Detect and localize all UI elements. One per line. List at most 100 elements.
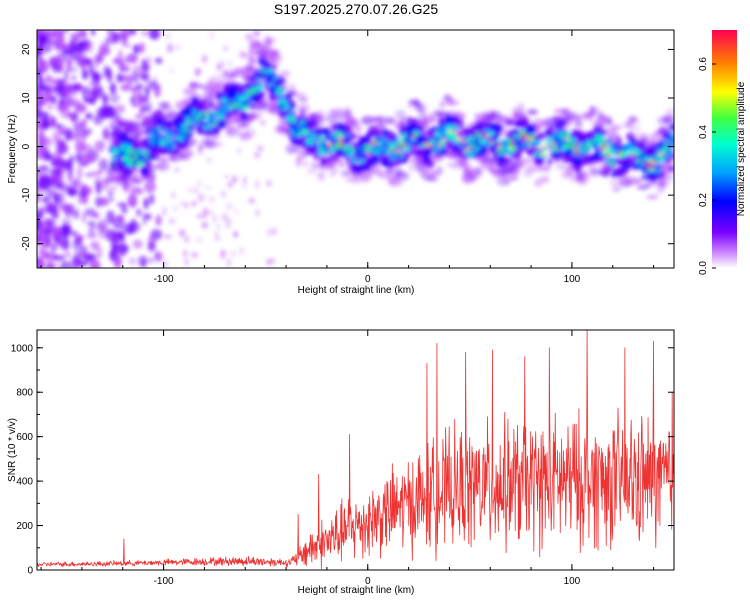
spectrogram-cell <box>351 158 357 162</box>
spectrogram-cell <box>344 133 349 138</box>
spectrogram-cell <box>655 187 665 194</box>
spectrogram-cell <box>453 125 457 129</box>
spectrogram-cell <box>163 260 168 267</box>
spectrogram-cell <box>155 156 168 163</box>
spectrogram-cell <box>81 91 89 100</box>
spectrogram-cell <box>157 101 168 109</box>
spectrogram-cell <box>363 137 371 144</box>
spectrogram-cell <box>598 121 606 129</box>
spectrogram-cell <box>266 229 272 236</box>
spectrogram-cell <box>45 155 55 161</box>
spectrogram-cell <box>395 152 401 159</box>
spectrogram-cell <box>228 84 240 93</box>
spectrogram-cell <box>66 94 72 108</box>
spectrogram-cell <box>351 175 365 184</box>
spectrogram-cell <box>528 145 532 148</box>
spectrogram-cell <box>40 191 47 196</box>
spectrogram-cell <box>439 126 447 132</box>
spectrogram-cell <box>185 121 193 125</box>
spectrogram-x-tick-label: -100 <box>154 274 174 285</box>
spectrogram-cell <box>512 112 523 119</box>
spectrogram-cell <box>383 154 392 161</box>
spectrogram-cell <box>113 255 122 268</box>
spectrogram-cell <box>394 109 407 120</box>
spectrogram-cell <box>491 134 498 142</box>
spectrogram-cell <box>49 173 56 178</box>
spectrogram-cell <box>88 63 94 76</box>
spectrogram-cell <box>652 168 661 174</box>
spectrogram-x-tick-label: 100 <box>564 274 581 285</box>
spectrogram-cell <box>566 150 574 156</box>
spectrogram-cell <box>521 141 528 145</box>
spectrogram-cell <box>576 143 581 149</box>
spectrogram-cell <box>140 100 153 112</box>
spectrogram-cell <box>52 254 60 260</box>
spectrogram-cell <box>642 156 649 161</box>
spectrogram-cell <box>565 137 570 141</box>
spectrogram-cell <box>184 105 195 113</box>
spectrogram-cell <box>178 153 190 161</box>
spectrogram-cell <box>402 138 409 142</box>
spectrogram-cell <box>196 180 201 188</box>
spectrogram-cell <box>390 143 396 147</box>
snr-y-tick-label: 400 <box>16 477 33 488</box>
spectrogram-cell <box>156 127 161 132</box>
spectrogram-cell <box>604 142 611 145</box>
spectrogram-cell <box>619 152 625 158</box>
spectrogram-cell <box>371 146 376 150</box>
spectrogram-cell <box>253 31 259 36</box>
spectrogram-cell <box>295 115 303 123</box>
spectrogram-cell <box>601 151 608 154</box>
spectrogram-cell <box>166 143 175 149</box>
spectrogram-cell <box>333 132 338 136</box>
spectrogram-cell <box>319 158 329 165</box>
spectrogram-cell <box>37 180 40 195</box>
spectrogram-cell <box>527 138 532 141</box>
spectrogram-cell <box>85 112 93 120</box>
spectrogram-cell <box>120 144 124 149</box>
spectrogram-cell <box>169 134 176 138</box>
spectrogram-cell <box>329 152 340 161</box>
spectrogram-cell <box>75 151 83 163</box>
spectrogram-cell <box>140 138 146 147</box>
spectrogram-cell <box>196 214 202 219</box>
spectrogram-cell <box>302 162 309 167</box>
spectrogram-cell <box>37 148 44 160</box>
spectrogram-cell <box>66 188 77 197</box>
spectrogram-cell <box>82 58 93 64</box>
spectrogram-cell <box>38 130 46 140</box>
spectrogram-cell <box>94 140 106 152</box>
spectrogram-cell <box>448 100 460 106</box>
spectrogram-cell <box>52 242 59 251</box>
spectrogram-cell <box>352 153 358 157</box>
spectrogram-cell <box>265 67 271 70</box>
spectrogram-cell <box>128 221 141 233</box>
spectrogram-cell <box>235 67 246 73</box>
spectrogram-cell <box>414 131 420 136</box>
spectrogram-cell <box>160 139 166 143</box>
spectrogram-cell <box>643 161 647 164</box>
spectrogram-cell <box>220 250 226 254</box>
spectrogram-cell <box>107 70 113 83</box>
snr-panel: -100 0 100 0 200 400 600 800 1000 Height of str… <box>7 329 675 596</box>
spectrogram-cell <box>202 111 209 116</box>
spectrogram-cell <box>126 53 139 64</box>
spectrogram-cell <box>108 92 120 104</box>
spectrogram-cell <box>241 121 251 128</box>
spectrogram-cell <box>92 58 99 71</box>
spectrogram-cell <box>238 247 245 255</box>
spectrogram-cell <box>46 104 54 110</box>
spectrogram-cell <box>162 207 167 216</box>
spectrogram-cell <box>86 233 98 239</box>
spectrogram-cell <box>320 150 327 154</box>
spectrogram-cell <box>412 135 417 138</box>
spectrogram-cell <box>359 159 364 163</box>
spectrogram-cell <box>115 253 127 258</box>
spectrogram-cell <box>503 177 511 185</box>
spectrogram-cell <box>103 105 116 118</box>
spectrogram-cell <box>264 37 271 48</box>
spectrogram-cell <box>150 138 158 142</box>
spectrogram-cell <box>297 103 310 112</box>
spectrogram-cell <box>547 126 553 136</box>
